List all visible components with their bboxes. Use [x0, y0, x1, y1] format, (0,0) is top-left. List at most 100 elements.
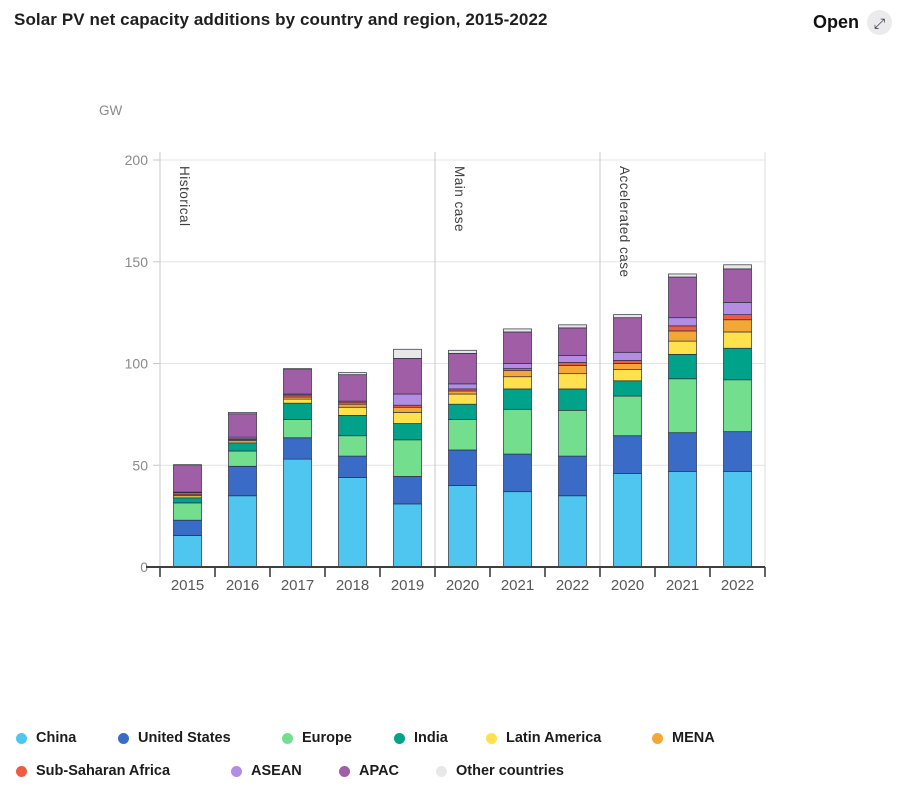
bar-segment-europe[interactable] [503, 408, 532, 455]
bar-segment-other-countries[interactable] [448, 349, 477, 354]
legend-item-latin-america[interactable]: Latin America [486, 728, 601, 748]
legend-item-mena[interactable]: MENA [652, 728, 715, 748]
bar-segment-united-states[interactable] [668, 432, 697, 472]
open-button[interactable]: Open ⤢ [813, 10, 892, 35]
bar-segment-europe[interactable] [228, 450, 257, 467]
bar-segment-other-countries[interactable] [723, 264, 752, 270]
bar-segment-united-states[interactable] [173, 519, 202, 536]
bar-segment-india[interactable] [173, 497, 202, 504]
legend-item-china[interactable]: China [16, 728, 76, 748]
bar-segment-europe[interactable] [448, 419, 477, 451]
bar-segment-india[interactable] [558, 388, 587, 411]
bar-segment-mena[interactable] [338, 403, 367, 408]
bar-segment-india[interactable] [613, 380, 642, 397]
bar-segment-europe[interactable] [668, 378, 697, 434]
bar-segment-india[interactable] [393, 423, 422, 441]
bar-segment-apac[interactable] [558, 327, 587, 356]
bar-segment-mena[interactable] [448, 390, 477, 395]
bar-segment-india[interactable] [338, 415, 367, 437]
bar-segment-united-states[interactable] [338, 455, 367, 478]
bar-segment-united-states[interactable] [283, 437, 312, 460]
bar-segment-united-states[interactable] [558, 455, 587, 497]
bar-segment-apac[interactable] [228, 413, 257, 438]
bar-segment-other-countries[interactable] [338, 372, 367, 376]
bar-segment-asean[interactable] [448, 383, 477, 390]
bar-segment-asean[interactable] [393, 393, 422, 406]
bar-segment-china[interactable] [448, 485, 477, 568]
bar-segment-latin-america[interactable] [613, 369, 642, 382]
bar-segment-united-states[interactable] [228, 465, 257, 497]
bar-segment-apac[interactable] [448, 352, 477, 385]
bar-segment-china[interactable] [558, 495, 587, 568]
bar-segment-other-countries[interactable] [228, 411, 257, 415]
bar-segment-united-states[interactable] [393, 476, 422, 505]
bar-segment-europe[interactable] [393, 439, 422, 477]
legend-item-europe[interactable]: Europe [282, 728, 352, 748]
bar-segment-europe[interactable] [613, 395, 642, 437]
legend-item-united-states[interactable]: United States [118, 728, 231, 748]
bar-segment-china[interactable] [723, 471, 752, 568]
legend-item-sub-saharan-africa[interactable]: Sub-Saharan Africa [16, 761, 170, 781]
bar-segment-latin-america[interactable] [558, 373, 587, 390]
bar-segment-europe[interactable] [723, 379, 752, 433]
bar-segment-china[interactable] [173, 535, 202, 568]
bar-segment-mena[interactable] [723, 319, 752, 333]
bar-segment-india[interactable] [283, 402, 312, 420]
bar-segment-apac[interactable] [503, 331, 532, 364]
bar-segment-asean[interactable] [668, 317, 697, 327]
bar-segment-china[interactable] [338, 477, 367, 568]
bar-segment-apac[interactable] [668, 276, 697, 319]
bar-segment-latin-america[interactable] [283, 398, 312, 404]
bar-segment-china[interactable] [503, 491, 532, 568]
bar-segment-apac[interactable] [283, 369, 312, 395]
bar-segment-latin-america[interactable] [338, 406, 367, 416]
bar-segment-sub-saharan-africa[interactable] [668, 325, 697, 332]
bar-segment-china[interactable] [283, 458, 312, 568]
bar-segment-united-states[interactable] [613, 435, 642, 474]
bar-segment-india[interactable] [723, 347, 752, 381]
bar-segment-europe[interactable] [173, 502, 202, 521]
bar-segment-india[interactable] [668, 353, 697, 380]
legend-item-asean[interactable]: ASEAN [231, 761, 302, 781]
bar-segment-other-countries[interactable] [173, 464, 202, 467]
bar-segment-europe[interactable] [283, 419, 312, 439]
bar-segment-china[interactable] [393, 503, 422, 568]
bar-segment-europe[interactable] [558, 409, 587, 457]
bar-segment-other-countries[interactable] [668, 273, 697, 278]
bar-segment-apac[interactable] [393, 358, 422, 395]
bar-segment-sub-saharan-africa[interactable] [723, 314, 752, 321]
bar-segment-mena[interactable] [668, 330, 697, 342]
bar-segment-apac[interactable] [613, 317, 642, 353]
bar-segment-other-countries[interactable] [283, 368, 312, 370]
legend-item-india[interactable]: India [394, 728, 448, 748]
bar-segment-united-states[interactable] [503, 453, 532, 493]
bar-segment-europe[interactable] [338, 435, 367, 457]
bar-segment-mena[interactable] [503, 370, 532, 378]
bar-segment-asean[interactable] [558, 355, 587, 363]
bar-segment-asean[interactable] [503, 363, 532, 369]
bar-segment-other-countries[interactable] [613, 314, 642, 319]
bar-segment-latin-america[interactable] [668, 340, 697, 355]
bar-segment-mena[interactable] [613, 363, 642, 370]
bar-segment-latin-america[interactable] [448, 393, 477, 405]
bar-segment-united-states[interactable] [448, 449, 477, 486]
bar-segment-sub-saharan-africa[interactable] [558, 362, 587, 366]
bar-segment-mena[interactable] [393, 406, 422, 413]
bar-segment-asean[interactable] [613, 351, 642, 361]
bar-segment-latin-america[interactable] [393, 411, 422, 424]
bar-segment-india[interactable] [503, 388, 532, 410]
bar-segment-other-countries[interactable] [503, 328, 532, 333]
bar-segment-other-countries[interactable] [393, 348, 422, 359]
bar-segment-india[interactable] [448, 403, 477, 420]
legend-item-other-countries[interactable]: Other countries [436, 761, 564, 781]
bar-segment-united-states[interactable] [723, 431, 752, 472]
bar-segment-apac[interactable] [723, 268, 752, 303]
bar-segment-latin-america[interactable] [503, 376, 532, 390]
bar-segment-apac[interactable] [338, 374, 367, 402]
bar-segment-sub-saharan-africa[interactable] [613, 360, 642, 364]
legend-item-apac[interactable]: APAC [339, 761, 399, 781]
bar-segment-china[interactable] [668, 471, 697, 568]
bar-segment-mena[interactable] [558, 365, 587, 375]
bar-segment-china[interactable] [228, 495, 257, 568]
bar-segment-asean[interactable] [723, 302, 752, 316]
